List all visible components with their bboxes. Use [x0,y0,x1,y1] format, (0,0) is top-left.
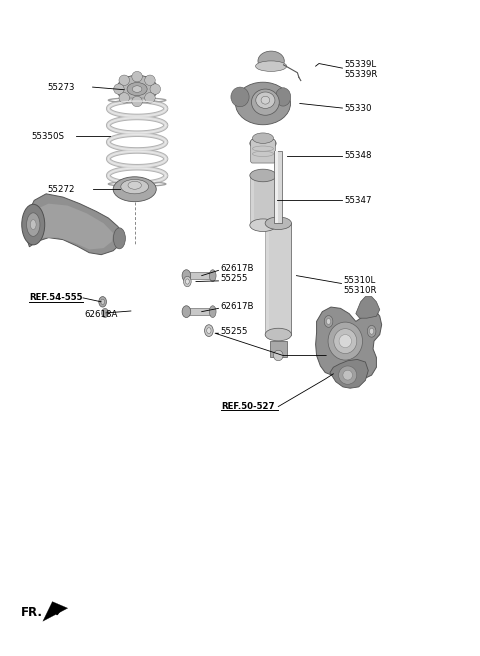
Bar [270,341,287,358]
Ellipse shape [265,328,291,341]
Text: 62617B: 62617B [220,264,253,273]
Ellipse shape [324,316,333,327]
Ellipse shape [132,72,143,82]
Ellipse shape [328,322,362,360]
Polygon shape [31,203,113,249]
Ellipse shape [22,204,45,245]
Ellipse shape [207,328,211,333]
Ellipse shape [265,217,291,230]
Ellipse shape [339,335,351,348]
Ellipse shape [255,61,287,72]
Ellipse shape [101,299,105,304]
Text: 55273: 55273 [48,83,75,92]
Ellipse shape [114,84,124,94]
Ellipse shape [121,179,149,194]
Polygon shape [356,297,380,318]
Ellipse shape [209,306,216,318]
Ellipse shape [256,92,275,108]
Text: 55330: 55330 [344,104,372,113]
Text: 55310L: 55310L [343,276,376,285]
Text: 55339R: 55339R [344,70,378,79]
Ellipse shape [113,176,156,201]
Ellipse shape [183,276,191,287]
Ellipse shape [182,270,191,281]
Text: 55348: 55348 [344,152,372,160]
Ellipse shape [132,86,142,92]
Ellipse shape [250,137,276,150]
Polygon shape [25,194,123,255]
Ellipse shape [252,89,279,115]
Ellipse shape [338,366,357,384]
Bar [275,152,282,223]
Bar [250,175,254,225]
Ellipse shape [26,213,40,236]
Ellipse shape [132,96,143,107]
Ellipse shape [367,325,376,337]
Ellipse shape [128,181,142,189]
Ellipse shape [326,319,331,325]
Ellipse shape [261,96,270,104]
Bar [265,223,269,335]
Text: 55347: 55347 [344,196,372,205]
Ellipse shape [258,51,284,71]
Ellipse shape [102,308,108,318]
Ellipse shape [113,228,125,249]
Text: REF.54-555: REF.54-555 [29,293,83,302]
Ellipse shape [231,87,249,107]
Ellipse shape [99,297,107,307]
Text: 62618A: 62618A [84,310,118,319]
Polygon shape [316,307,382,379]
Bar [265,223,291,335]
Ellipse shape [144,92,155,103]
Text: 55272: 55272 [48,185,75,194]
Ellipse shape [150,84,160,94]
Ellipse shape [185,279,189,284]
Ellipse shape [274,350,283,361]
Text: REF.50-527: REF.50-527 [221,402,275,411]
Text: 55350S: 55350S [32,132,65,140]
Ellipse shape [117,75,157,103]
Ellipse shape [343,370,352,380]
Text: 55310R: 55310R [343,285,377,295]
Bar [186,308,213,315]
Ellipse shape [182,306,191,318]
Ellipse shape [119,75,130,85]
Text: 55339L: 55339L [344,60,376,69]
Bar [250,175,276,225]
Ellipse shape [30,220,36,230]
Text: 62617B: 62617B [220,302,253,311]
Polygon shape [330,359,368,388]
FancyBboxPatch shape [251,140,276,163]
Ellipse shape [144,75,155,85]
Ellipse shape [204,325,213,337]
Ellipse shape [119,92,130,103]
Ellipse shape [370,328,374,334]
Bar [186,272,213,279]
Ellipse shape [276,88,291,106]
Ellipse shape [236,82,290,125]
Bar [276,152,278,223]
Text: 55255: 55255 [220,327,247,336]
Ellipse shape [209,270,216,281]
Polygon shape [43,602,68,621]
Ellipse shape [252,133,274,144]
Ellipse shape [127,83,147,96]
Text: 55255: 55255 [220,274,247,283]
Ellipse shape [334,329,357,354]
Text: FR.: FR. [21,606,43,619]
Ellipse shape [250,169,276,182]
Ellipse shape [250,219,276,232]
